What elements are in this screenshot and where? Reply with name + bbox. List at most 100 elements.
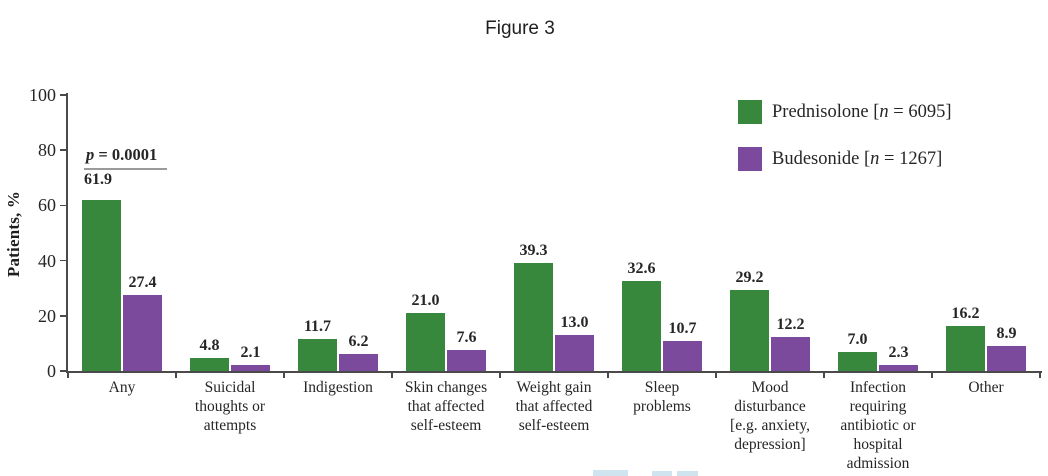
bar-prednisolone-5 (514, 262, 553, 371)
bar-value-label: 7.6 (456, 329, 477, 347)
y-axis-tick (60, 149, 67, 151)
p-value-annotation: p = 0.0001 (86, 145, 157, 165)
category-label-line: depression] (734, 436, 806, 453)
category-label-line: requiring (849, 398, 907, 415)
legend-drug-name: Budesonide [ (772, 148, 871, 169)
x-axis-line (66, 371, 1042, 373)
prednisolone-swatch-icon (738, 100, 762, 124)
bar-value-label: 27.4 (128, 274, 157, 292)
category-label-line: admission (846, 455, 910, 472)
category-label-line: antibiotic or (840, 417, 916, 434)
category-label-line: Any (108, 379, 136, 396)
category-label-line: hospital (853, 436, 903, 453)
x-axis-tick (1039, 371, 1041, 378)
x-axis-category-label: Infection requiring antibiotic or hospital a… (816, 378, 940, 473)
category-label-line: that affected (407, 398, 485, 415)
bar-value-label: 11.7 (303, 317, 332, 335)
figure-title: Figure 3 (485, 18, 555, 39)
y-axis-tick-label: 100 (29, 85, 56, 105)
x-axis-tick (391, 371, 393, 378)
y-axis-tick (60, 94, 67, 96)
category-label-line: attempts (203, 417, 257, 434)
x-axis-tick (283, 371, 285, 378)
bar-prednisolone-7 (730, 290, 769, 371)
y-axis-tick-label: 80 (38, 140, 56, 161)
legend-item-prednisolone: Prednisolone [n = 6095] (738, 100, 952, 124)
bar-value-label: 8.9 (996, 325, 1017, 343)
significance-line (84, 168, 167, 170)
legend: Prednisolone [n = 6095] Budesonide [n = 1… (738, 100, 952, 194)
legend-n-value: = 1267] (879, 148, 943, 169)
bar-value-label: 4.8 (199, 336, 220, 354)
y-axis-tick (60, 370, 67, 372)
cropped-blue-element (677, 471, 698, 476)
y-axis-tick (60, 315, 67, 317)
bar-value-label: 2.3 (888, 343, 909, 361)
bar-budesonide-8 (879, 364, 918, 371)
x-axis-tick (715, 371, 717, 378)
x-axis-category-label: Mood disturbance [e.g. anxiety, depression] (708, 378, 832, 454)
legend-label: Budesonide [n = 1267] (772, 149, 942, 170)
bar-value-label: 21.0 (411, 292, 440, 310)
y-axis-tick (60, 204, 67, 207)
y-axis-tick-label: 20 (38, 305, 56, 326)
legend-n-symbol: n (879, 101, 889, 122)
category-label-line: problems (633, 398, 691, 415)
y-axis-tick-label: 0 (47, 361, 56, 381)
y-axis-tick (60, 259, 67, 262)
bar-value-label: 61.9 (84, 171, 112, 188)
x-axis-tick (67, 371, 69, 378)
x-axis-tick (823, 371, 825, 378)
bar-prednisolone-4 (406, 313, 445, 371)
x-axis-category-label: Skin changes that affected self-esteem (384, 378, 508, 435)
legend-label: Prednisolone [n = 6095] (772, 102, 952, 123)
bar-value-label: 7.0 (847, 330, 868, 348)
cropped-blue-element (652, 471, 672, 476)
bar-budesonide-1 (123, 295, 162, 371)
bar-budesonide-3 (339, 353, 378, 371)
x-axis-tick (607, 371, 609, 378)
legend-item-budesonide: Budesonide [n = 1267] (738, 147, 952, 171)
category-label-line: self-esteem (518, 417, 590, 434)
category-label-line: that affected (515, 398, 593, 415)
legend-n-symbol: n (870, 148, 880, 169)
category-label-line: [e.g. anxiety, (730, 417, 810, 434)
y-axis-line (66, 93, 68, 373)
category-label-line: self-esteem (410, 417, 482, 434)
bar-value-label: 12.2 (776, 316, 805, 334)
y-axis-tick-label: 40 (38, 250, 56, 271)
bar-prednisolone-1 (82, 200, 121, 371)
x-axis-tick (931, 371, 933, 378)
category-label-line: Weight gain (516, 379, 592, 396)
x-axis-category-label: Any (60, 378, 184, 397)
bar-prednisolone-9 (946, 326, 985, 371)
category-label-line: thoughts or (194, 398, 266, 415)
bar-budesonide-6 (663, 341, 702, 371)
bar-value-label: 13.0 (560, 314, 589, 332)
p-symbol: p (86, 145, 95, 164)
bar-value-label: 29.2 (735, 269, 764, 287)
category-label-line: Other (968, 379, 1004, 396)
bar-value-label: 10.7 (668, 320, 697, 338)
bar-prednisolone-8 (838, 351, 877, 371)
bar-prednisolone-2 (190, 357, 229, 371)
bar-prednisolone-3 (298, 338, 337, 371)
bar-budesonide-2 (231, 365, 270, 371)
x-axis-category-label: Weight gain that affected self-esteem (492, 378, 616, 435)
bar-budesonide-9 (987, 346, 1026, 371)
category-label-line: Sleep (644, 379, 680, 396)
category-label-line: Suicidal (204, 379, 256, 396)
bar-budesonide-5 (555, 335, 594, 371)
bar-value-label: 39.3 (519, 241, 548, 259)
bar-value-label: 16.2 (951, 305, 980, 323)
category-label-line: Indigestion (303, 379, 373, 396)
y-axis-title: Patients, % (4, 190, 23, 278)
cropped-blue-element (593, 470, 628, 476)
bar-value-label: 2.1 (240, 344, 261, 362)
x-axis-tick (175, 371, 177, 378)
bar-value-label: 6.2 (348, 332, 369, 350)
legend-drug-name: Prednisolone [ (772, 101, 880, 122)
p-value-text: = 0.0001 (94, 145, 158, 164)
x-axis-category-label: Indigestion (276, 378, 400, 397)
